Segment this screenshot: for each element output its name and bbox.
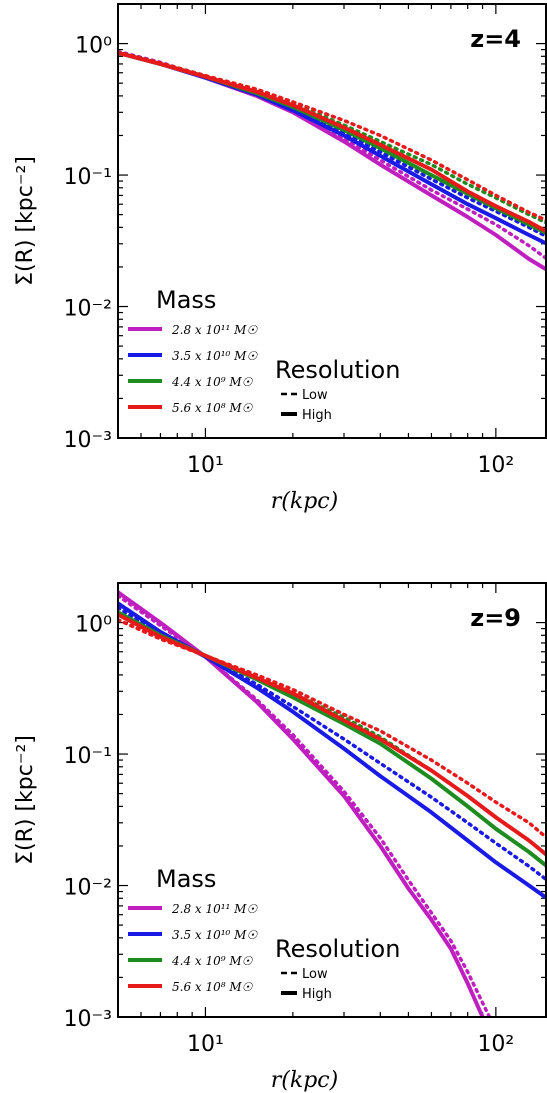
resolution-entry-label: Low [302,388,328,403]
series-line-low [118,50,547,239]
legend-resolution: Resolution Low High [275,935,400,1002]
legend-mass: Mass 2.8 x 10¹¹ M☉ 3.5 x 10¹⁰ M☉ 4.4 x 10⁹ … [128,286,258,415]
panel-label: z=9 [470,604,521,632]
legend-entry-label: 2.8 x 10¹¹ M☉ [171,323,258,337]
series-line-high [118,50,547,272]
y-axis-label: Σ(R) [kpc⁻²] [13,735,38,865]
x-tick-label: 10² [477,1032,514,1057]
chart-panel-2: 10¹ 10² 10⁻³ 10⁻² 10⁻¹ 10⁰ r(kpc) Σ(R) [kpc⁻²] z… [13,582,547,1093]
panel-label: z=4 [470,25,521,53]
legend-entry-label: 3.5 x 10¹⁰ M☉ [172,349,258,363]
y-tick-label: 10⁻³ [64,428,112,453]
series-line-high [118,50,547,234]
legend-mass-title: Mass [156,286,216,314]
chart-panel-1: 10¹ 10² 10⁻³ 10⁻² 10⁻¹ 10⁰ r(kpc) Σ(R) [kpc⁻²] z… [13,3,547,514]
legend-entry-label: 4.4 x 10⁹ M☉ [171,954,254,968]
series-group [118,49,547,272]
y-tick-label: 10⁰ [75,34,112,59]
legend-mass-title: Mass [156,865,216,893]
legend-entry-label: 5.6 x 10⁸ M☉ [172,980,254,994]
x-axis-label: r(kpc) [271,489,338,514]
plot-frame [117,582,547,1018]
y-tick-label: 10⁰ [75,613,112,638]
y-axis-label: Σ(R) [kpc⁻²] [13,156,38,286]
legend-entry-label: 3.5 x 10¹⁰ M☉ [172,928,258,942]
legend-resolution-title: Resolution [275,935,400,963]
resolution-entry-label: Low [302,967,328,982]
series-group [118,590,547,1017]
legend-entry-label: 2.8 x 10¹¹ M☉ [171,902,258,916]
legend-entry-label: 4.4 x 10⁹ M☉ [171,375,254,389]
y-tick-label: 10⁻² [64,876,112,901]
y-tick-label: 10⁻¹ [64,744,112,769]
resolution-entry-label: High [302,408,332,423]
legend-resolution-title: Resolution [275,356,400,384]
series-line-high [118,612,547,858]
x-tick-label: 10¹ [187,1032,224,1057]
x-axis-label: r(kpc) [271,1068,338,1093]
legend-entry-label: 5.6 x 10⁸ M☉ [172,401,254,415]
legend-resolution: Resolution Low High [275,356,400,423]
x-tick-label: 10² [477,453,514,478]
resolution-entry-label: High [302,987,332,1002]
legend-mass: Mass 2.8 x 10¹¹ M☉ 3.5 x 10¹⁰ M☉ 4.4 x 10⁹ … [128,865,258,994]
x-tick-label: 10¹ [187,453,224,478]
plot-frame [117,3,547,439]
y-tick-label: 10⁻¹ [64,165,112,190]
series-line-high [118,50,547,246]
y-tick-label: 10⁻³ [64,1007,112,1032]
series-line-high [118,50,547,236]
y-tick-label: 10⁻² [64,297,112,322]
